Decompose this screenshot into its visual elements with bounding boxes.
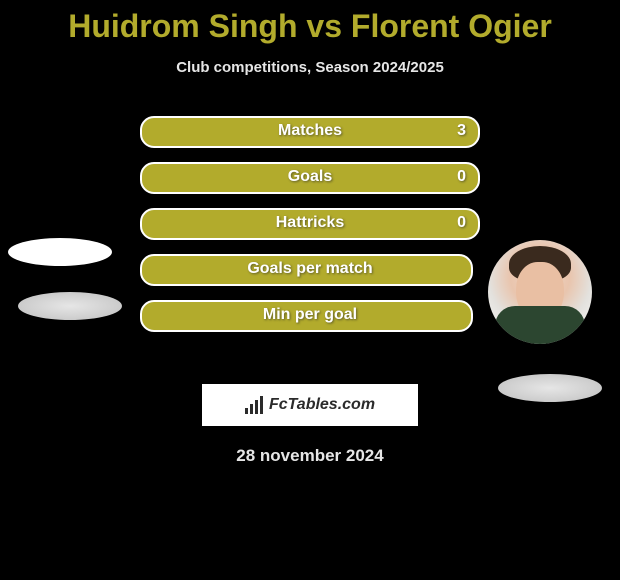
left-player-shadow: [18, 292, 122, 320]
avatar-jersey-shape: [495, 306, 585, 344]
watermark-bars-icon: [245, 396, 263, 414]
stat-bars: Matches 3 Goals 0 Hattricks 0 Goals per …: [140, 116, 480, 346]
stat-label: Goals: [140, 162, 480, 194]
watermark: FcTables.com: [202, 384, 418, 426]
left-player-avatar-placeholder: [8, 238, 112, 266]
stat-label: Hattricks: [140, 208, 480, 240]
stat-row-goals: Goals 0: [140, 162, 480, 194]
page-title: Huidrom Singh vs Florent Ogier: [0, 0, 620, 45]
stat-value: 3: [457, 116, 466, 148]
watermark-text: FcTables.com: [269, 396, 375, 414]
stat-row-matches: Matches 3: [140, 116, 480, 148]
stat-label: Min per goal: [140, 300, 480, 332]
season-subtitle: Club competitions, Season 2024/2025: [0, 59, 620, 76]
footer-date: 28 november 2024: [0, 446, 620, 466]
right-player-avatar: [488, 240, 592, 344]
stat-row-goals-per-match: Goals per match: [140, 254, 480, 286]
stat-value: 0: [457, 162, 466, 194]
stat-row-min-per-goal: Min per goal: [140, 300, 480, 332]
stat-row-hattricks: Hattricks 0: [140, 208, 480, 240]
stats-container: Matches 3 Goals 0 Hattricks 0 Goals per …: [0, 116, 620, 376]
stat-label: Matches: [140, 116, 480, 148]
stat-label: Goals per match: [140, 254, 480, 286]
stat-value: 0: [457, 208, 466, 240]
right-player-shadow: [498, 374, 602, 402]
